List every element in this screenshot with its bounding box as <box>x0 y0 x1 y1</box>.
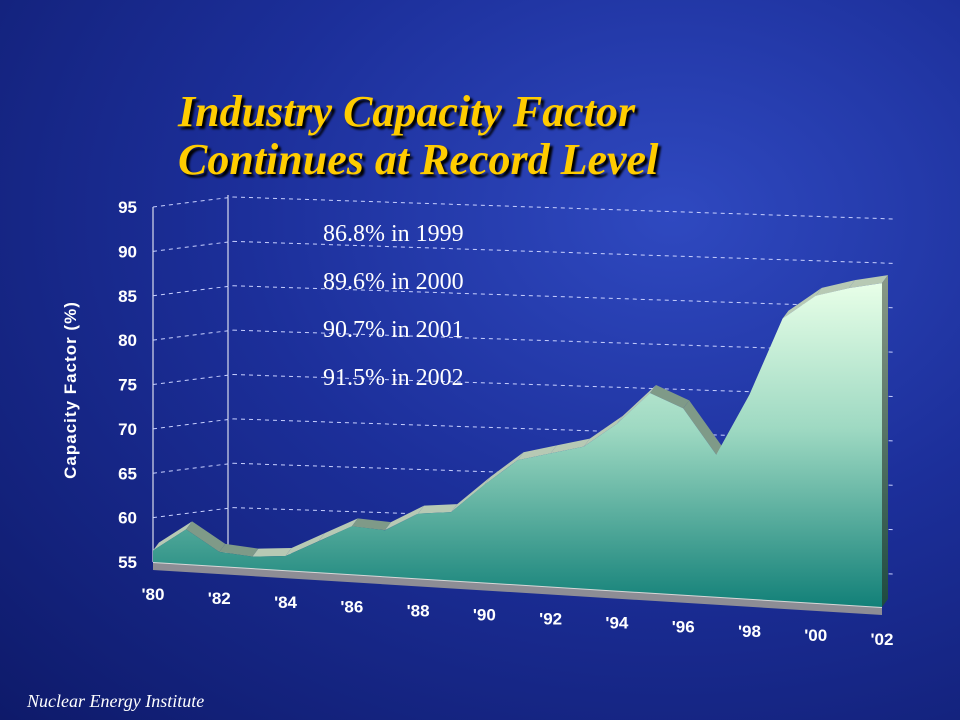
x-tick-92: '92 <box>539 610 562 629</box>
area-top-segment-1987 <box>384 505 425 531</box>
area-top-segment-1999 <box>782 287 822 319</box>
chart-title: Industry Capacity Factor Continues at Re… <box>178 88 658 184</box>
title-line-2: Continues at Record Level <box>178 135 659 184</box>
gridline-back-85 <box>232 285 895 309</box>
gridline-85 <box>152 285 234 297</box>
x-tick-90: '90 <box>473 605 496 624</box>
area-top-segment-1985 <box>318 518 358 542</box>
y-tick-65: 65 <box>118 464 137 483</box>
area-top-segment-1982 <box>219 543 259 557</box>
area-front-face <box>153 283 882 607</box>
area-top-segment-1984 <box>285 533 325 556</box>
y-tick-90: 90 <box>118 242 137 261</box>
area-top-segment-1996 <box>683 400 723 455</box>
x-tick-82: '82 <box>208 589 231 608</box>
x-tick-94: '94 <box>605 614 628 633</box>
y-tick-95: 95 <box>118 198 137 217</box>
annotation-list: 86.8% in 1999 89.6% in 2000 90.7% in 200… <box>323 220 464 412</box>
x-axis-ticks: '80 '82 '84 '86 '88 '90 '92 '94 '96 '98 '00 '02 <box>142 585 894 649</box>
gridline-65 <box>152 462 234 474</box>
gridline-70 <box>152 418 234 430</box>
annotation-2000: 89.6% in 2000 <box>323 269 464 295</box>
x-tick-84: '84 <box>274 593 297 612</box>
x-tick-98: '98 <box>738 622 761 641</box>
gridline-back-75 <box>232 374 895 397</box>
area-top-segment-1981 <box>186 521 226 552</box>
y-tick-55: 55 <box>118 553 137 572</box>
y-axis-ticks: 55 60 65 70 75 80 85 90 95 <box>118 198 137 572</box>
y-axis-label: Capacity Factor (%) <box>61 301 80 479</box>
x-tick-96: '96 <box>672 618 695 637</box>
gridline-80 <box>152 329 234 341</box>
gridline-back-70 <box>232 418 895 442</box>
area-top-segment-1990 <box>484 452 524 485</box>
annotation-1999: 86.8% in 1999 <box>323 221 464 247</box>
area-top-segment-1994 <box>616 384 657 424</box>
gridline-back-90 <box>232 240 895 264</box>
area-top-segment-2000 <box>815 280 855 296</box>
area-side-face <box>882 275 888 607</box>
gridline-95 <box>152 196 234 208</box>
area-top-segment-1988 <box>418 504 458 514</box>
area-top-segment-1992 <box>550 438 590 454</box>
gridline-60 <box>152 507 234 519</box>
x-tick-88: '88 <box>407 601 430 620</box>
area-top-segment-1995 <box>650 384 690 409</box>
area-top-segment-1989 <box>451 476 491 513</box>
area-top-segment-2001 <box>848 275 888 289</box>
floor-slab <box>153 562 882 615</box>
area-top-segment-1993 <box>583 415 623 447</box>
gridline-90 <box>152 240 234 252</box>
gridline-back-80 <box>232 329 895 353</box>
y-tick-80: 80 <box>118 331 137 350</box>
x-tick-02: '02 <box>871 630 894 649</box>
series-area <box>153 275 888 607</box>
x-tick-00: '00 <box>804 626 827 645</box>
area-top-segment-1991 <box>517 445 557 461</box>
area-top-segment-1983 <box>252 547 292 557</box>
y-tick-70: 70 <box>118 420 137 439</box>
x-tick-86: '86 <box>340 597 363 616</box>
area-top-segment-1986 <box>351 518 391 531</box>
y-tick-75: 75 <box>118 376 137 395</box>
title-line-1: Industry Capacity Factor <box>178 87 636 136</box>
gridline-back-95 <box>232 196 895 220</box>
annotation-2001: 90.7% in 2001 <box>323 317 464 343</box>
y-tick-85: 85 <box>118 287 137 306</box>
footer-source: Nuclear Energy Institute <box>27 691 205 711</box>
gridline-75 <box>152 374 234 385</box>
annotation-2002: 91.5% in 2002 <box>323 365 464 391</box>
y-tick-60: 60 <box>118 509 137 528</box>
area-top-segment-1980 <box>153 521 193 551</box>
x-tick-80: '80 <box>142 585 165 604</box>
